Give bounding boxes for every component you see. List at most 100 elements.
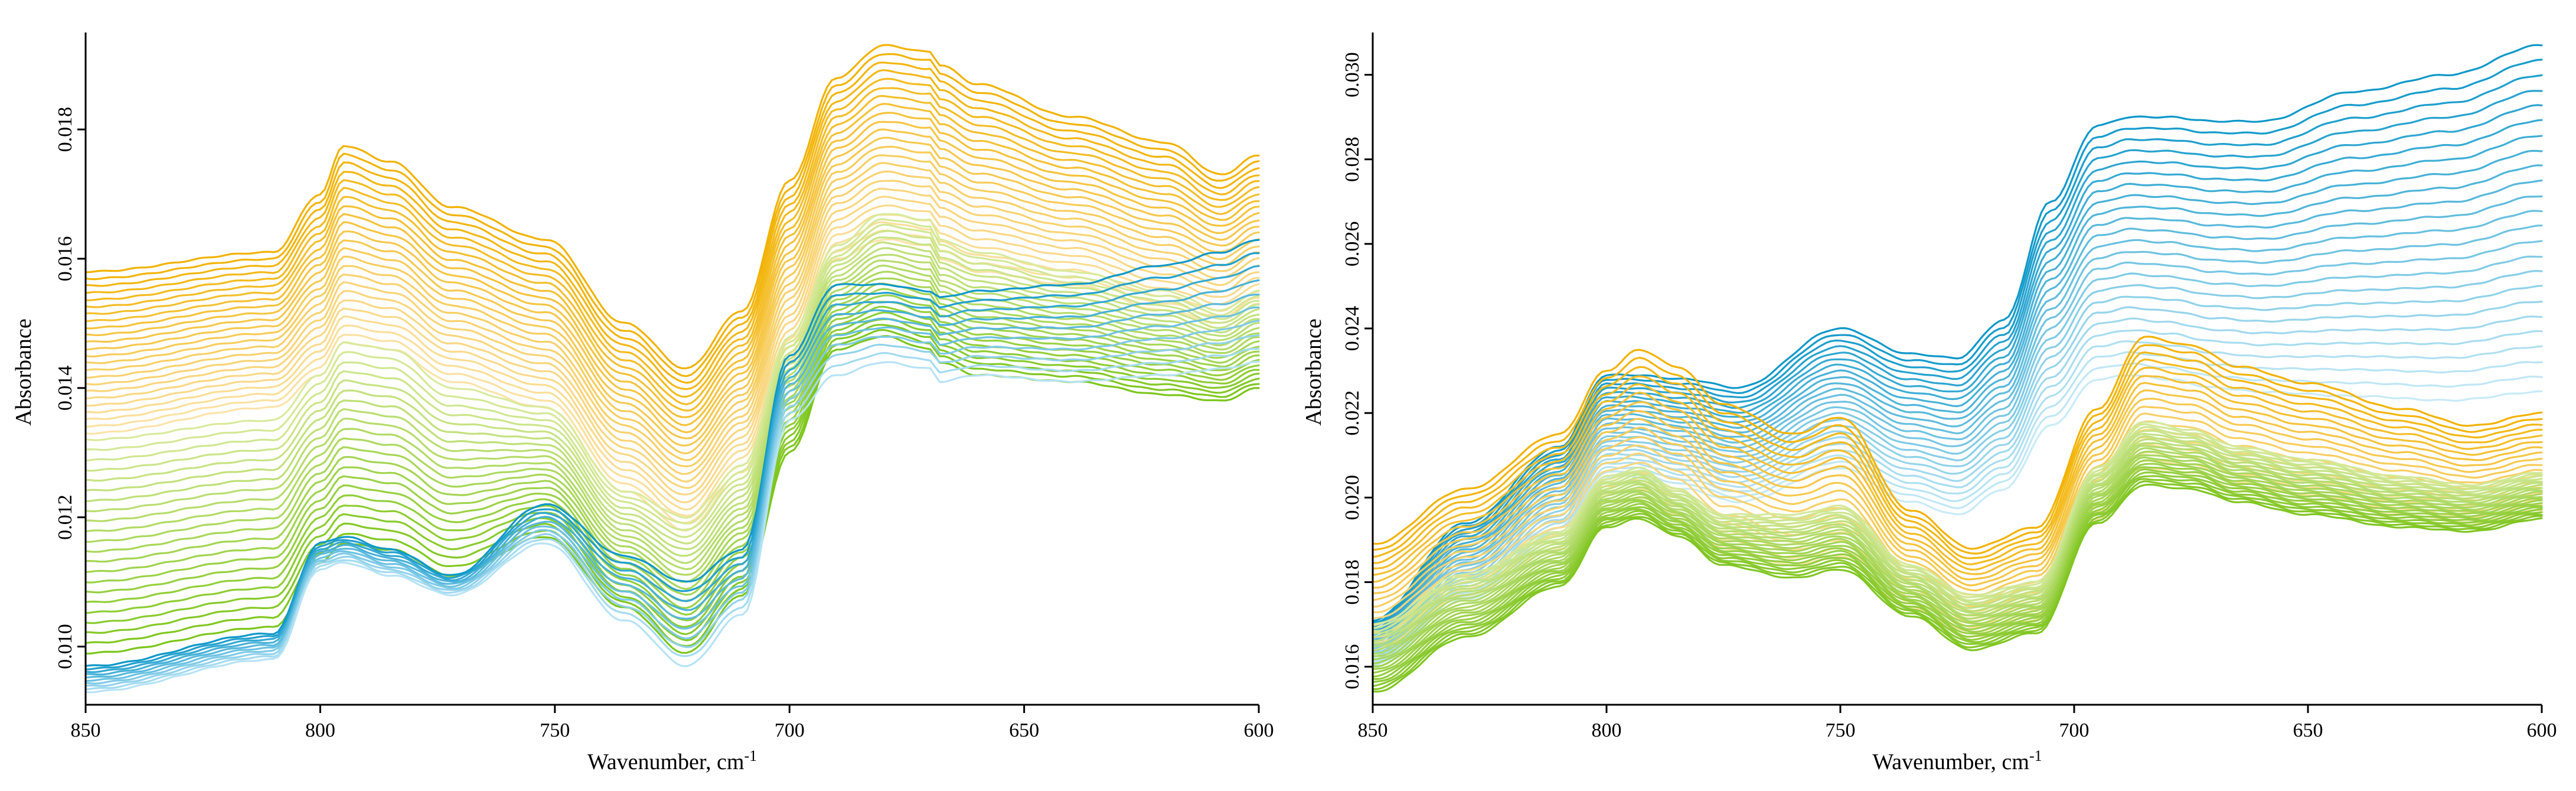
spectrum-line-blue-19 (1372, 315, 2543, 658)
spectrum-line-orange-3 (84, 61, 1260, 384)
spectrum-line-green-17 (1372, 468, 2543, 678)
spectrum-line-orange-11 (84, 128, 1260, 440)
spectrum-line-blue-14 (1372, 240, 2543, 647)
spectrum-line-blue-3 (84, 265, 1260, 673)
x-tick-label: 650 (2293, 720, 2323, 741)
x-axis-label: Wavenumber, cm-1 (1872, 747, 2042, 774)
y-tick-label: 0.028 (1341, 136, 1363, 182)
y-axis-label: Absorbance (1301, 318, 1326, 425)
x-tick-label: 750 (540, 720, 570, 741)
y-tick-label: 0.016 (54, 236, 76, 282)
spectrum-line-blue-10 (84, 360, 1260, 694)
spectrum-line-green-2 (84, 218, 1260, 525)
spectrum-line-orange-1 (84, 44, 1260, 370)
spectrum-line-orange-8 (84, 103, 1260, 418)
x-tick-label: 850 (1358, 720, 1388, 741)
spectrum-line-orange-15 (84, 162, 1260, 468)
spectrum-line-green-19 (1372, 475, 2543, 683)
spectrum-line-blue-8 (84, 334, 1260, 687)
right-absorbance-chart: 850 800 750 700 650 600 0.016 0.018 0.020 0.022 0.… (1301, 32, 2557, 774)
spectrum-line-orange-19 (84, 196, 1260, 496)
spectrum-line-blue-5 (84, 294, 1260, 679)
spectrum-line-green-11 (1372, 450, 2543, 657)
spectrum-line-orange-10 (84, 121, 1260, 434)
spectrum-line-orange-14 (84, 154, 1260, 461)
x-tick-label: 700 (775, 720, 805, 741)
spectrum-line-orange-3 (1372, 351, 2543, 559)
y-tick-label: 0.016 (1341, 644, 1363, 689)
spectrum-line-orange-9 (1372, 398, 2543, 594)
x-tick-label: 850 (71, 720, 101, 741)
spectrum-line-green-19 (84, 318, 1260, 636)
spectrum-line-blue-12 (1372, 210, 2543, 644)
spectrum-line-green-3 (1372, 426, 2543, 632)
spectrum-line-blue-6 (84, 306, 1260, 682)
spectrum-line-green-7 (1372, 438, 2543, 644)
spectrum-line-green-2 (1372, 423, 2543, 630)
x-axis-label: Wavenumber, cm-1 (587, 747, 757, 774)
spectrum-line-green-20 (1372, 478, 2543, 687)
spectrum-line-orange-13 (84, 145, 1260, 455)
spectrum-line-blue-4 (1372, 90, 2543, 628)
spectrum-line-green-1 (84, 213, 1260, 519)
spectra-lines (1372, 44, 2543, 693)
y-tick-label: 0.026 (1341, 222, 1363, 267)
y-tick-label: 0.022 (1341, 390, 1363, 436)
spectrum-line-blue-6 (1372, 119, 2543, 631)
x-tick-label: 800 (1592, 720, 1622, 741)
spectrum-line-blue-17 (1372, 285, 2543, 653)
spectrum-line-blue-21 (1372, 340, 2543, 661)
spectrum-line-blue-9 (1372, 164, 2543, 638)
y-tick-label: 0.010 (54, 624, 76, 669)
spectrum-line-orange-20 (84, 204, 1260, 503)
spectrum-line-orange-7 (1372, 382, 2543, 583)
spectrum-line-green-12 (1372, 454, 2543, 661)
spectrum-line-green-18 (1372, 471, 2543, 681)
y-tick-label: 0.024 (1341, 306, 1363, 351)
spectrum-line-orange-21 (84, 213, 1260, 511)
x-tick-label: 800 (305, 720, 335, 741)
spectrum-line-orange-24 (84, 238, 1260, 532)
spectrum-line-blue-5 (1372, 104, 2543, 630)
spectrum-line-green-14 (1372, 459, 2543, 668)
left-absorbance-chart: 850 800 750 700 650 600 0.010 0.012 0.014 0.016 0.… (11, 32, 1274, 774)
y-tick-label: 0.030 (1341, 52, 1363, 97)
spectrum-line-green-6 (84, 241, 1260, 551)
y-tick-label: 0.014 (54, 366, 76, 411)
spectrum-line-green-15 (84, 294, 1260, 609)
y-tick-label: 0.018 (54, 107, 76, 152)
spectrum-line-green-1 (1372, 421, 2543, 626)
spectra-lines (84, 44, 1260, 694)
spectrum-line-orange-7 (84, 95, 1260, 412)
spectrum-line-orange-8 (1372, 389, 2543, 589)
spectrum-line-green-11 (84, 271, 1260, 583)
spectrum-line-green-21 (1372, 480, 2543, 691)
spectrum-line-green-5 (84, 236, 1260, 545)
spectrum-line-green-22 (1372, 483, 2543, 693)
x-axis-label-unit-exponent: -1 (744, 747, 757, 764)
spectrum-line-blue-1 (1372, 44, 2543, 622)
spectrum-line-orange-2 (84, 53, 1260, 377)
spectrum-line-green-10 (1372, 447, 2543, 655)
x-tick-label: 700 (2059, 720, 2089, 741)
spectrum-line-orange-18 (84, 187, 1260, 489)
spectrum-line-blue-1 (84, 239, 1260, 667)
spectrum-line-orange-1 (1372, 336, 2543, 550)
spectrum-line-green-5 (1372, 432, 2543, 639)
spectrum-line-blue-7 (84, 320, 1260, 685)
spectrum-line-green-13 (1372, 456, 2543, 665)
spectrum-line-orange-5 (84, 77, 1260, 398)
y-tick-label: 0.012 (54, 494, 76, 540)
spectrum-line-orange-12 (84, 136, 1260, 447)
spectrum-line-green-4 (1372, 429, 2543, 634)
spectrum-line-blue-9 (84, 347, 1260, 691)
x-tick-label: 750 (1826, 720, 1856, 741)
y-axis-label: Absorbance (11, 318, 36, 425)
y-tick-label: 0.018 (1341, 559, 1363, 605)
spectrum-line-green-4 (84, 230, 1260, 538)
spectrum-line-green-13 (84, 282, 1260, 596)
spectrum-line-green-8 (1372, 442, 2543, 648)
x-tick-label: 650 (1009, 720, 1039, 741)
spectrum-line-orange-5 (1372, 366, 2543, 571)
